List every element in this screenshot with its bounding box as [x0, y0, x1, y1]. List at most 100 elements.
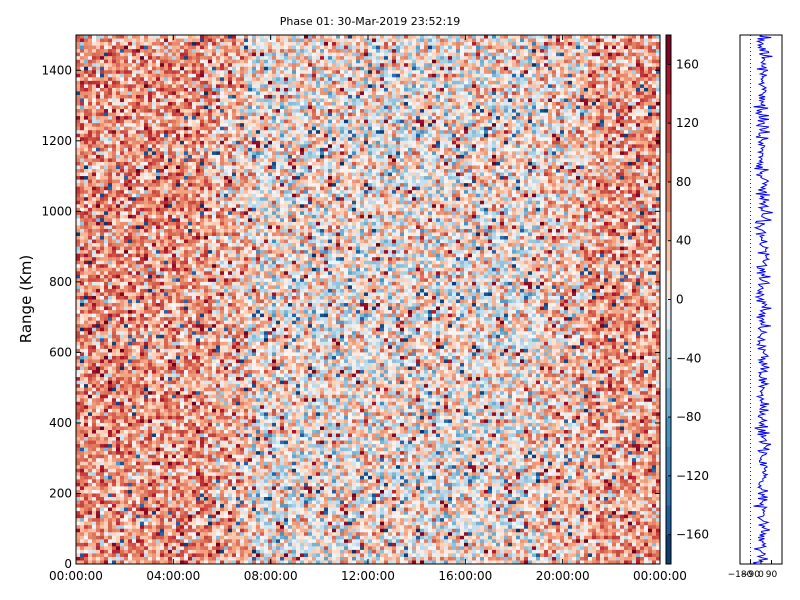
heatmap-cell: [200, 91, 205, 96]
heatmap-cell: [176, 521, 181, 526]
heatmap-cell: [196, 63, 201, 68]
heatmap-cell: [200, 130, 205, 135]
heatmap-cell: [136, 532, 141, 537]
heatmap-cell: [184, 306, 189, 311]
heatmap-cell: [120, 172, 125, 177]
heatmap-cell: [148, 257, 153, 262]
heatmap-cell: [156, 165, 161, 170]
heatmap-cell: [136, 465, 141, 470]
heatmap-cell: [104, 341, 109, 346]
heatmap-cell: [88, 345, 93, 350]
heatmap-cell: [196, 437, 201, 441]
heatmap-cell: [192, 87, 197, 92]
heatmap-cell: [88, 161, 93, 166]
heatmap-cell: [160, 102, 165, 106]
heatmap-cell: [184, 511, 189, 516]
heatmap-cell: [188, 377, 193, 382]
heatmap-cell: [204, 274, 209, 279]
heatmap-cell: [92, 151, 97, 156]
heatmap-cell: [76, 489, 81, 494]
heatmap-cell: [120, 437, 125, 441]
heatmap-cell: [100, 405, 105, 410]
heatmap-cell: [196, 366, 201, 371]
heatmap-cell: [92, 489, 97, 494]
heatmap-cell: [108, 257, 113, 262]
heatmap-cell: [156, 429, 161, 434]
heatmap-cell: [188, 161, 193, 166]
heatmap-cell: [176, 292, 181, 297]
heatmap-cell: [108, 193, 113, 198]
heatmap-cell: [152, 535, 157, 540]
heatmap-cell: [136, 246, 141, 251]
heatmap-cell: [80, 447, 85, 452]
heatmap-cell: [116, 412, 121, 417]
heatmap-cell: [152, 183, 157, 188]
heatmap-cell: [144, 549, 149, 554]
heatmap-cell: [140, 401, 145, 406]
heatmap-cell: [92, 324, 97, 329]
heatmap-cell: [76, 126, 81, 131]
heatmap-cell: [128, 109, 133, 113]
heatmap-cell: [196, 274, 201, 279]
heatmap-cell: [132, 207, 137, 212]
heatmap-cell: [196, 225, 201, 230]
heatmap-cell: [112, 169, 117, 173]
heatmap-cell: [184, 472, 189, 477]
heatmap-cell: [176, 334, 181, 339]
heatmap-cell: [176, 176, 181, 180]
heatmap-cell: [120, 415, 125, 420]
heatmap-cell: [196, 352, 201, 357]
heatmap-cell: [192, 352, 197, 357]
heatmap-cell: [188, 274, 193, 279]
heatmap-cell: [84, 525, 89, 530]
heatmap-cell: [112, 528, 117, 533]
heatmap-cell: [184, 186, 189, 191]
heatmap-cell: [164, 295, 169, 300]
heatmap-cell: [76, 560, 81, 565]
heatmap-cell: [80, 109, 85, 113]
heatmap-cell: [88, 193, 93, 198]
heatmap-cell: [148, 186, 153, 191]
heatmap-cell: [108, 380, 113, 385]
heatmap-cell: [196, 303, 201, 307]
heatmap-cell: [188, 415, 193, 420]
heatmap-cell: [156, 549, 161, 554]
heatmap-cell: [128, 539, 133, 544]
heatmap-cell: [168, 401, 173, 406]
heatmap-cell: [112, 489, 117, 494]
heatmap-cell: [80, 401, 85, 406]
heatmap-cell: [204, 151, 209, 156]
heatmap-cell: [136, 232, 141, 237]
heatmap-cell: [156, 521, 161, 526]
heatmap-cell: [164, 49, 169, 54]
heatmap-cell: [112, 387, 117, 392]
heatmap-cell: [168, 377, 173, 382]
heatmap-cell: [152, 348, 157, 353]
heatmap-cell: [92, 70, 97, 75]
heatmap-cell: [176, 169, 181, 173]
heatmap-cell: [88, 422, 93, 427]
heatmap-cell: [152, 186, 157, 191]
heatmap-cell: [176, 313, 181, 318]
heatmap-cell: [76, 243, 81, 247]
heatmap-cell: [96, 440, 101, 445]
heatmap-cell: [116, 80, 121, 85]
heatmap-cell: [120, 398, 125, 403]
heatmap-cell: [200, 147, 205, 152]
heatmap-cell: [88, 384, 93, 389]
heatmap-cell: [140, 133, 145, 138]
heatmap-cell: [180, 401, 185, 406]
heatmap-cell: [204, 303, 209, 307]
heatmap-cell: [140, 281, 145, 286]
heatmap-cell: [152, 278, 157, 283]
heatmap-cell: [80, 465, 85, 470]
heatmap-cell: [108, 35, 113, 39]
heatmap-cell: [172, 246, 177, 251]
heatmap-cell: [104, 63, 109, 68]
heatmap-cell: [140, 246, 145, 251]
heatmap-cell: [124, 221, 129, 226]
heatmap-cell: [140, 49, 145, 54]
heatmap-cell: [136, 102, 141, 106]
heatmap-cell: [152, 151, 157, 156]
heatmap-cell: [108, 352, 113, 357]
